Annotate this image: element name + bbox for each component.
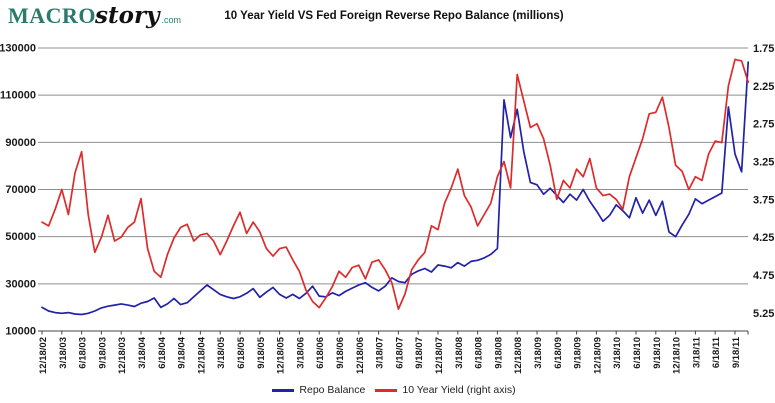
logo-text-story: story [95, 2, 160, 29]
x-axis-tick-label: 6/18/08 [474, 337, 485, 369]
right-axis-tick-label: 4.75 [753, 270, 774, 282]
x-axis-tick-label: 12/18/02 [38, 337, 49, 374]
logo-text-com: .com [161, 15, 181, 25]
legend-item-10-year-yield: 10 Year Yield (right axis) [375, 384, 516, 396]
x-axis-tick-label: 9/18/03 [97, 337, 108, 369]
x-axis-tick-label: 6/18/09 [553, 337, 564, 369]
legend-label-repo-balance: Repo Balance [299, 384, 366, 396]
right-axis-tick-label: 3.75 [753, 194, 774, 206]
x-axis-tick-label: 12/18/05 [276, 336, 287, 374]
left-axis-tick-label: 90000 [5, 137, 36, 149]
right-axis-tick-label: 3.25 [753, 157, 774, 169]
left-axis-tick-label: 30000 [5, 278, 36, 290]
chart-title: 10 Year Yield VS Fed Foreign Reverse Rep… [224, 10, 564, 22]
x-axis-tick-label: 3/18/08 [454, 337, 465, 369]
left-axis-tick-label: 50000 [5, 231, 36, 243]
x-axis-tick-label: 12/18/06 [355, 337, 366, 374]
legend-item-repo-balance: Repo Balance [272, 384, 365, 396]
x-axis-tick-label: 6/18/05 [236, 336, 247, 368]
x-axis-tick-label: 3/18/06 [295, 337, 306, 369]
x-axis-tick-label: 12/18/03 [117, 337, 128, 374]
left-axis-tick-label: 10000 [5, 326, 36, 338]
x-axis-tick-label: 3/18/03 [58, 337, 69, 369]
x-axis-tick-label: 6/18/03 [78, 337, 89, 369]
macrostory-logo: MACROstory .com [8, 2, 181, 29]
x-axis-tick-label: 6/18/04 [157, 336, 168, 368]
x-axis-tick-label: 9/18/07 [414, 337, 425, 369]
legend-label-10-year-yield: 10 Year Yield (right axis) [402, 384, 516, 396]
chart-legend: Repo Balance 10 Year Yield (right axis) [40, 384, 748, 396]
x-axis-tick-label: 12/18/09 [592, 337, 603, 374]
x-axis-tick-label: 9/18/04 [177, 336, 188, 368]
x-axis-tick-label: 9/18/10 [652, 337, 663, 369]
right-axis-tick-label: 2.25 [753, 81, 774, 93]
x-axis-tick-label: 6/18/11 [711, 336, 722, 368]
x-axis-tick-label: 3/18/04 [137, 336, 148, 368]
x-axis-tick-label: 9/18/09 [573, 337, 584, 369]
x-axis-tick-label: 12/18/04 [196, 336, 207, 374]
x-axis-tick-label: 3/18/07 [375, 337, 386, 369]
x-axis-tick-label: 6/18/06 [315, 337, 326, 369]
x-axis-tick-label: 12/18/08 [513, 337, 524, 374]
yield-line [41, 58, 750, 310]
x-axis-tick-label: 3/18/05 [216, 336, 227, 368]
right-axis-tick-label: 1.75 [753, 43, 774, 55]
x-axis-tick-label: 6/18/10 [632, 337, 643, 369]
left-axis-tick-label: 70000 [5, 184, 36, 196]
right-axis-tick-label: 2.75 [753, 119, 774, 131]
x-axis-tick-label: 9/18/08 [493, 337, 504, 369]
x-axis-tick-label: 12/18/10 [672, 337, 683, 374]
x-axis-tick-label: 3/18/09 [533, 337, 544, 369]
right-axis-tick-label: 4.25 [753, 232, 774, 244]
logo-text-macro: MACRO [8, 3, 97, 28]
x-axis-tick-label: 3/18/10 [612, 337, 623, 369]
x-axis-tick-label: 6/18/07 [394, 337, 405, 369]
repo-balance-line [41, 61, 750, 316]
x-axis-tick-label: 9/18/06 [335, 337, 346, 369]
right-axis-tick-label: 5.25 [753, 308, 774, 320]
x-axis-tick-label: 9/18/11 [731, 336, 742, 368]
repo-balance-line-swatch [272, 388, 295, 392]
left-axis-tick-label: 110000 [0, 90, 36, 102]
yield-line-swatch [375, 388, 398, 392]
x-axis-tick-label: 12/18/07 [434, 337, 445, 374]
left-axis-tick-label: 130000 [0, 43, 36, 55]
x-axis-tick-label: 9/18/05 [256, 336, 267, 368]
x-axis-tick-label: 3/18/11 [691, 336, 702, 368]
